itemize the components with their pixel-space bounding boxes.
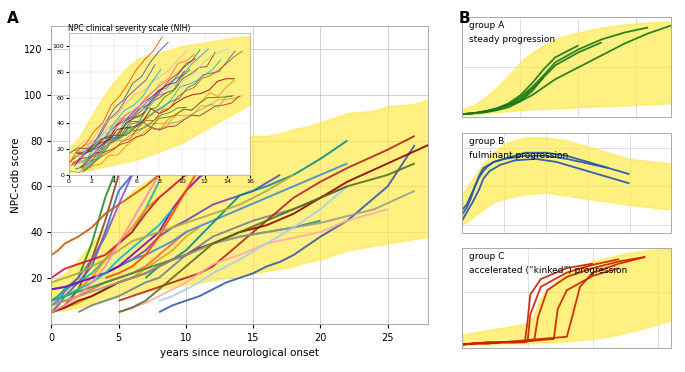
Text: group C: group C <box>469 252 504 261</box>
Y-axis label: NPC-cdb score: NPC-cdb score <box>11 137 21 212</box>
Text: accelerated (“kinked”) progression: accelerated (“kinked”) progression <box>469 266 627 275</box>
Text: NPC clinical severity scale (NIH): NPC clinical severity scale (NIH) <box>68 24 191 33</box>
Text: A: A <box>7 11 18 26</box>
Text: fulminant progression: fulminant progression <box>469 151 568 160</box>
Text: B: B <box>459 11 471 26</box>
Text: group A: group A <box>469 22 504 31</box>
Text: group B: group B <box>469 137 504 146</box>
X-axis label: years since neurological onset: years since neurological onset <box>160 348 319 358</box>
Text: steady progression: steady progression <box>469 35 555 44</box>
